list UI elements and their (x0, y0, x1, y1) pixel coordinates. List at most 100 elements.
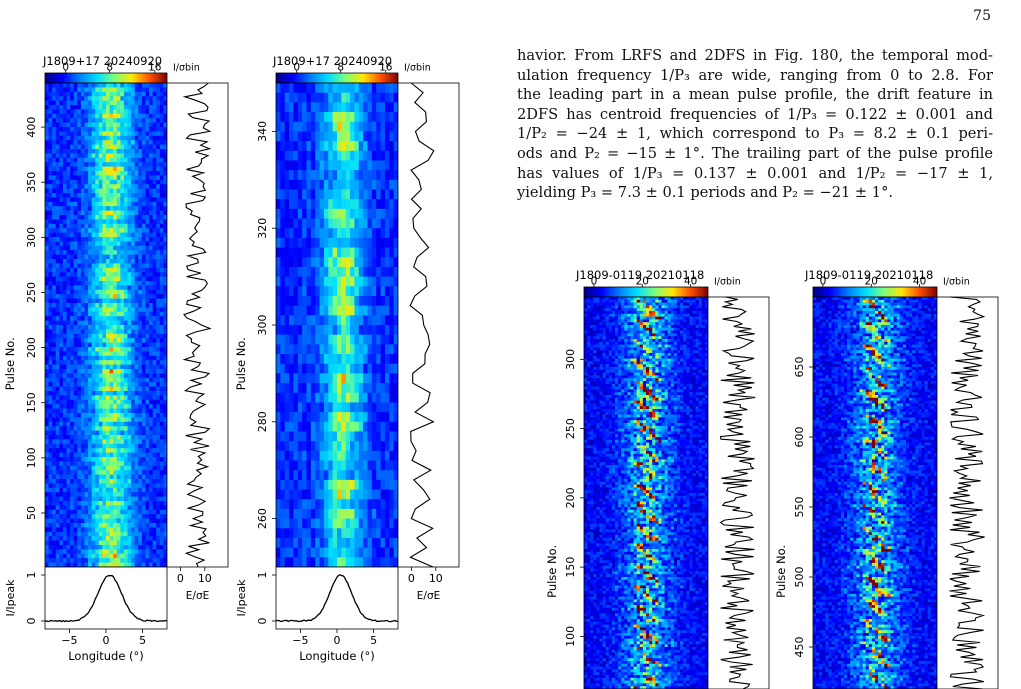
heatmap-cell (52, 505, 57, 511)
heatmap-cell (120, 386, 125, 392)
heatmap-cell (88, 166, 93, 172)
heatmap-cell (73, 518, 78, 524)
heatmap-cell (156, 83, 161, 88)
heatmap-cell (393, 392, 399, 403)
heatmap-cell (123, 118, 128, 123)
heatmap-cell (123, 443, 128, 449)
heatmap-cell (310, 286, 316, 297)
heatmap-cell (371, 160, 377, 171)
heatmap-cell (156, 153, 161, 159)
heatmap-cell (98, 421, 103, 427)
heatmap-cell (91, 232, 96, 238)
heatmap-cell (70, 96, 75, 101)
heatmap-cell (323, 470, 329, 481)
heatmap-cell (62, 197, 67, 203)
heatmap-cell (354, 383, 360, 394)
heatmap-cell (134, 131, 139, 137)
heatmap-cell (98, 122, 103, 128)
heatmap-cell (66, 162, 71, 167)
heatmap-cell (138, 263, 143, 269)
heatmap-cell (123, 250, 128, 255)
heatmap-cell (134, 391, 139, 396)
heatmap-cell (70, 443, 75, 449)
heatmap-cell (109, 232, 114, 238)
heatmap-cell (113, 285, 118, 291)
heatmap-cell (380, 470, 386, 481)
heatmap-cell (332, 383, 338, 394)
heatmap-cell (84, 197, 89, 203)
heatmap-cell (120, 518, 125, 524)
heatmap-cell (323, 373, 329, 384)
heatmap-cell (138, 545, 143, 550)
heatmap-cell (116, 320, 121, 326)
heatmap-cell (88, 386, 93, 392)
heatmap-cell (159, 259, 164, 264)
heatmap-cell (310, 402, 316, 413)
heatmap-cell (276, 334, 281, 345)
heatmap-cell (95, 351, 100, 357)
heatmap-cell (52, 514, 57, 519)
heatmap-cell (163, 404, 168, 409)
heatmap-cell (337, 325, 342, 336)
heatmap-cell (88, 232, 93, 238)
heatmap-cell (149, 105, 154, 110)
heatmap-cell (127, 536, 132, 541)
heatmap-cell (95, 391, 100, 396)
heatmap-cell (109, 144, 114, 150)
heatmap-cell (120, 562, 125, 568)
heatmap-cell (113, 536, 118, 541)
heatmap-cell (55, 122, 60, 128)
heatmap-cell (77, 83, 82, 88)
heatmap-cell (337, 373, 342, 384)
heatmap-cell (156, 562, 161, 568)
heatmap-cell (149, 179, 154, 185)
heatmap-cell (156, 223, 161, 229)
heatmap-cell (319, 92, 325, 103)
heatmap-cell (123, 545, 128, 550)
heatmap-cell (106, 413, 110, 418)
heatmap-cell (116, 171, 121, 176)
heatmap-cell (106, 311, 110, 317)
heatmap-cell (323, 295, 329, 307)
heatmap-cell (138, 250, 143, 255)
heatmap-cell (102, 448, 107, 453)
heatmap-cell (131, 241, 136, 247)
heatmap-cell (152, 342, 157, 348)
heatmap-cell (80, 483, 85, 489)
heatmap-cell (120, 421, 125, 427)
heatmap-cell (59, 303, 64, 308)
heatmap-cell (380, 460, 386, 471)
heatmap-cell (48, 127, 53, 132)
heatmap-cell (109, 514, 114, 519)
heatmap-cell (131, 487, 136, 493)
heatmap-cell (127, 470, 132, 475)
heatmap-cell (380, 315, 386, 326)
heatmap-cell (156, 184, 161, 189)
heatmap-cell (350, 431, 355, 442)
heatmap-cell (73, 545, 78, 550)
heatmap-cell (131, 263, 136, 269)
heatmap-cell (59, 113, 64, 119)
heatmap-cell (48, 307, 53, 313)
heatmap-cell (297, 257, 303, 268)
heatmap-cell (134, 413, 139, 418)
heatmap-cell (62, 443, 67, 449)
heatmap-cell (91, 531, 96, 537)
heatmap-cell (113, 421, 118, 427)
heatmap-cell (141, 483, 146, 489)
heatmap-cell (145, 307, 150, 313)
heatmap-cell (102, 501, 107, 506)
heatmap-cell (59, 188, 64, 194)
heatmap-cell (141, 223, 146, 229)
heatmap-cell (156, 360, 161, 365)
heatmap-cell (332, 218, 338, 229)
heatmap-cell (48, 536, 53, 541)
heatmap-cell (376, 170, 381, 181)
heatmap-cell (59, 285, 64, 291)
heatmap-cell (109, 518, 114, 524)
heatmap-cell (302, 228, 307, 239)
heatmap-cell (84, 149, 89, 154)
heatmap-cell (284, 470, 290, 481)
heatmap-cell (376, 189, 381, 200)
heatmap-cell (123, 549, 128, 555)
